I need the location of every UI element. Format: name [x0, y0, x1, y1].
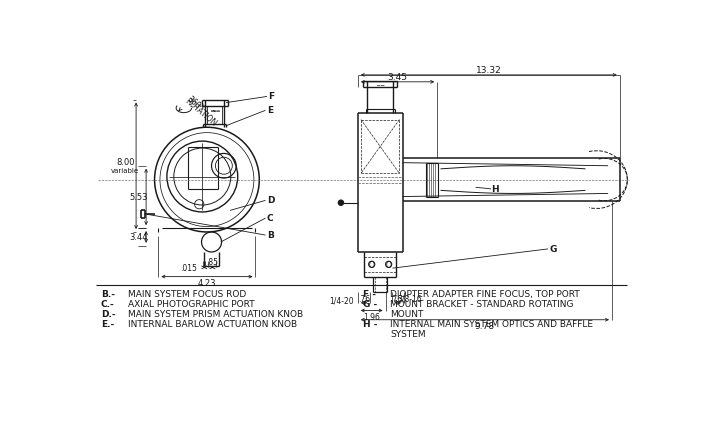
Text: D: D — [267, 196, 274, 204]
Text: F: F — [269, 92, 275, 101]
Text: 3.45: 3.45 — [388, 73, 407, 82]
Text: INTERNAL MAIN SYSTEM OPTICS AND BAFFLE: INTERNAL MAIN SYSTEM OPTICS AND BAFFLE — [390, 320, 593, 328]
Text: E.-: E.- — [101, 320, 114, 328]
Circle shape — [338, 201, 343, 206]
Text: MOUNT BRACKET - STANDARD ROTATING: MOUNT BRACKET - STANDARD ROTATING — [390, 299, 574, 308]
Text: .015: .015 — [180, 263, 197, 272]
Text: 5.53: 5.53 — [129, 193, 147, 202]
Text: .85: .85 — [207, 257, 219, 266]
Text: E: E — [267, 106, 273, 115]
Text: G -: G - — [363, 299, 377, 308]
Text: ═══: ═══ — [210, 109, 219, 114]
Text: .76: .76 — [358, 294, 370, 303]
Text: O: O — [369, 260, 374, 269]
Text: 13.32: 13.32 — [476, 66, 502, 75]
Text: 360°: 360° — [185, 95, 204, 113]
Text: G: G — [550, 245, 557, 254]
Text: 9.78: 9.78 — [475, 322, 495, 331]
Text: B: B — [267, 230, 274, 239]
Text: DIOPTER ADAPTER FINE FOCUS, TOP PORT: DIOPTER ADAPTER FINE FOCUS, TOP PORT — [390, 289, 580, 298]
Text: D.-: D.- — [101, 309, 116, 318]
Text: H -: H - — [363, 320, 378, 328]
Text: .76: .76 — [391, 294, 403, 303]
Text: SYSTEM: SYSTEM — [390, 329, 426, 338]
Text: variable: variable — [111, 167, 140, 173]
Text: B.-: B.- — [101, 289, 115, 298]
Text: 3.44: 3.44 — [129, 233, 147, 242]
Text: H: H — [491, 185, 498, 194]
Text: INTERNAL BARLOW ACTUATION KNOB: INTERNAL BARLOW ACTUATION KNOB — [128, 320, 298, 328]
Text: 1.96: 1.96 — [363, 312, 380, 321]
Text: MAIN SYSTEM FOCUS ROD: MAIN SYSTEM FOCUS ROD — [128, 289, 247, 298]
Text: MAIN SYSTEM PRISM ACTUATION KNOB: MAIN SYSTEM PRISM ACTUATION KNOB — [128, 309, 304, 318]
Text: MOUNT: MOUNT — [390, 309, 424, 318]
Text: 1/4-20: 1/4-20 — [329, 296, 354, 305]
Text: 4.23: 4.23 — [197, 279, 216, 288]
Text: O: O — [386, 260, 391, 269]
Text: C: C — [267, 213, 274, 222]
Text: C.-: C.- — [101, 299, 114, 308]
Text: 8.00: 8.00 — [116, 157, 135, 166]
Text: F -: F - — [363, 289, 376, 298]
Text: ROTATION: ROTATION — [183, 96, 219, 127]
Text: ─ ─: ─ ─ — [376, 84, 384, 89]
Text: AXIAL PHOTOGRAPHIC PORT: AXIAL PHOTOGRAPHIC PORT — [128, 299, 255, 308]
Text: 3/8-16: 3/8-16 — [398, 294, 422, 303]
